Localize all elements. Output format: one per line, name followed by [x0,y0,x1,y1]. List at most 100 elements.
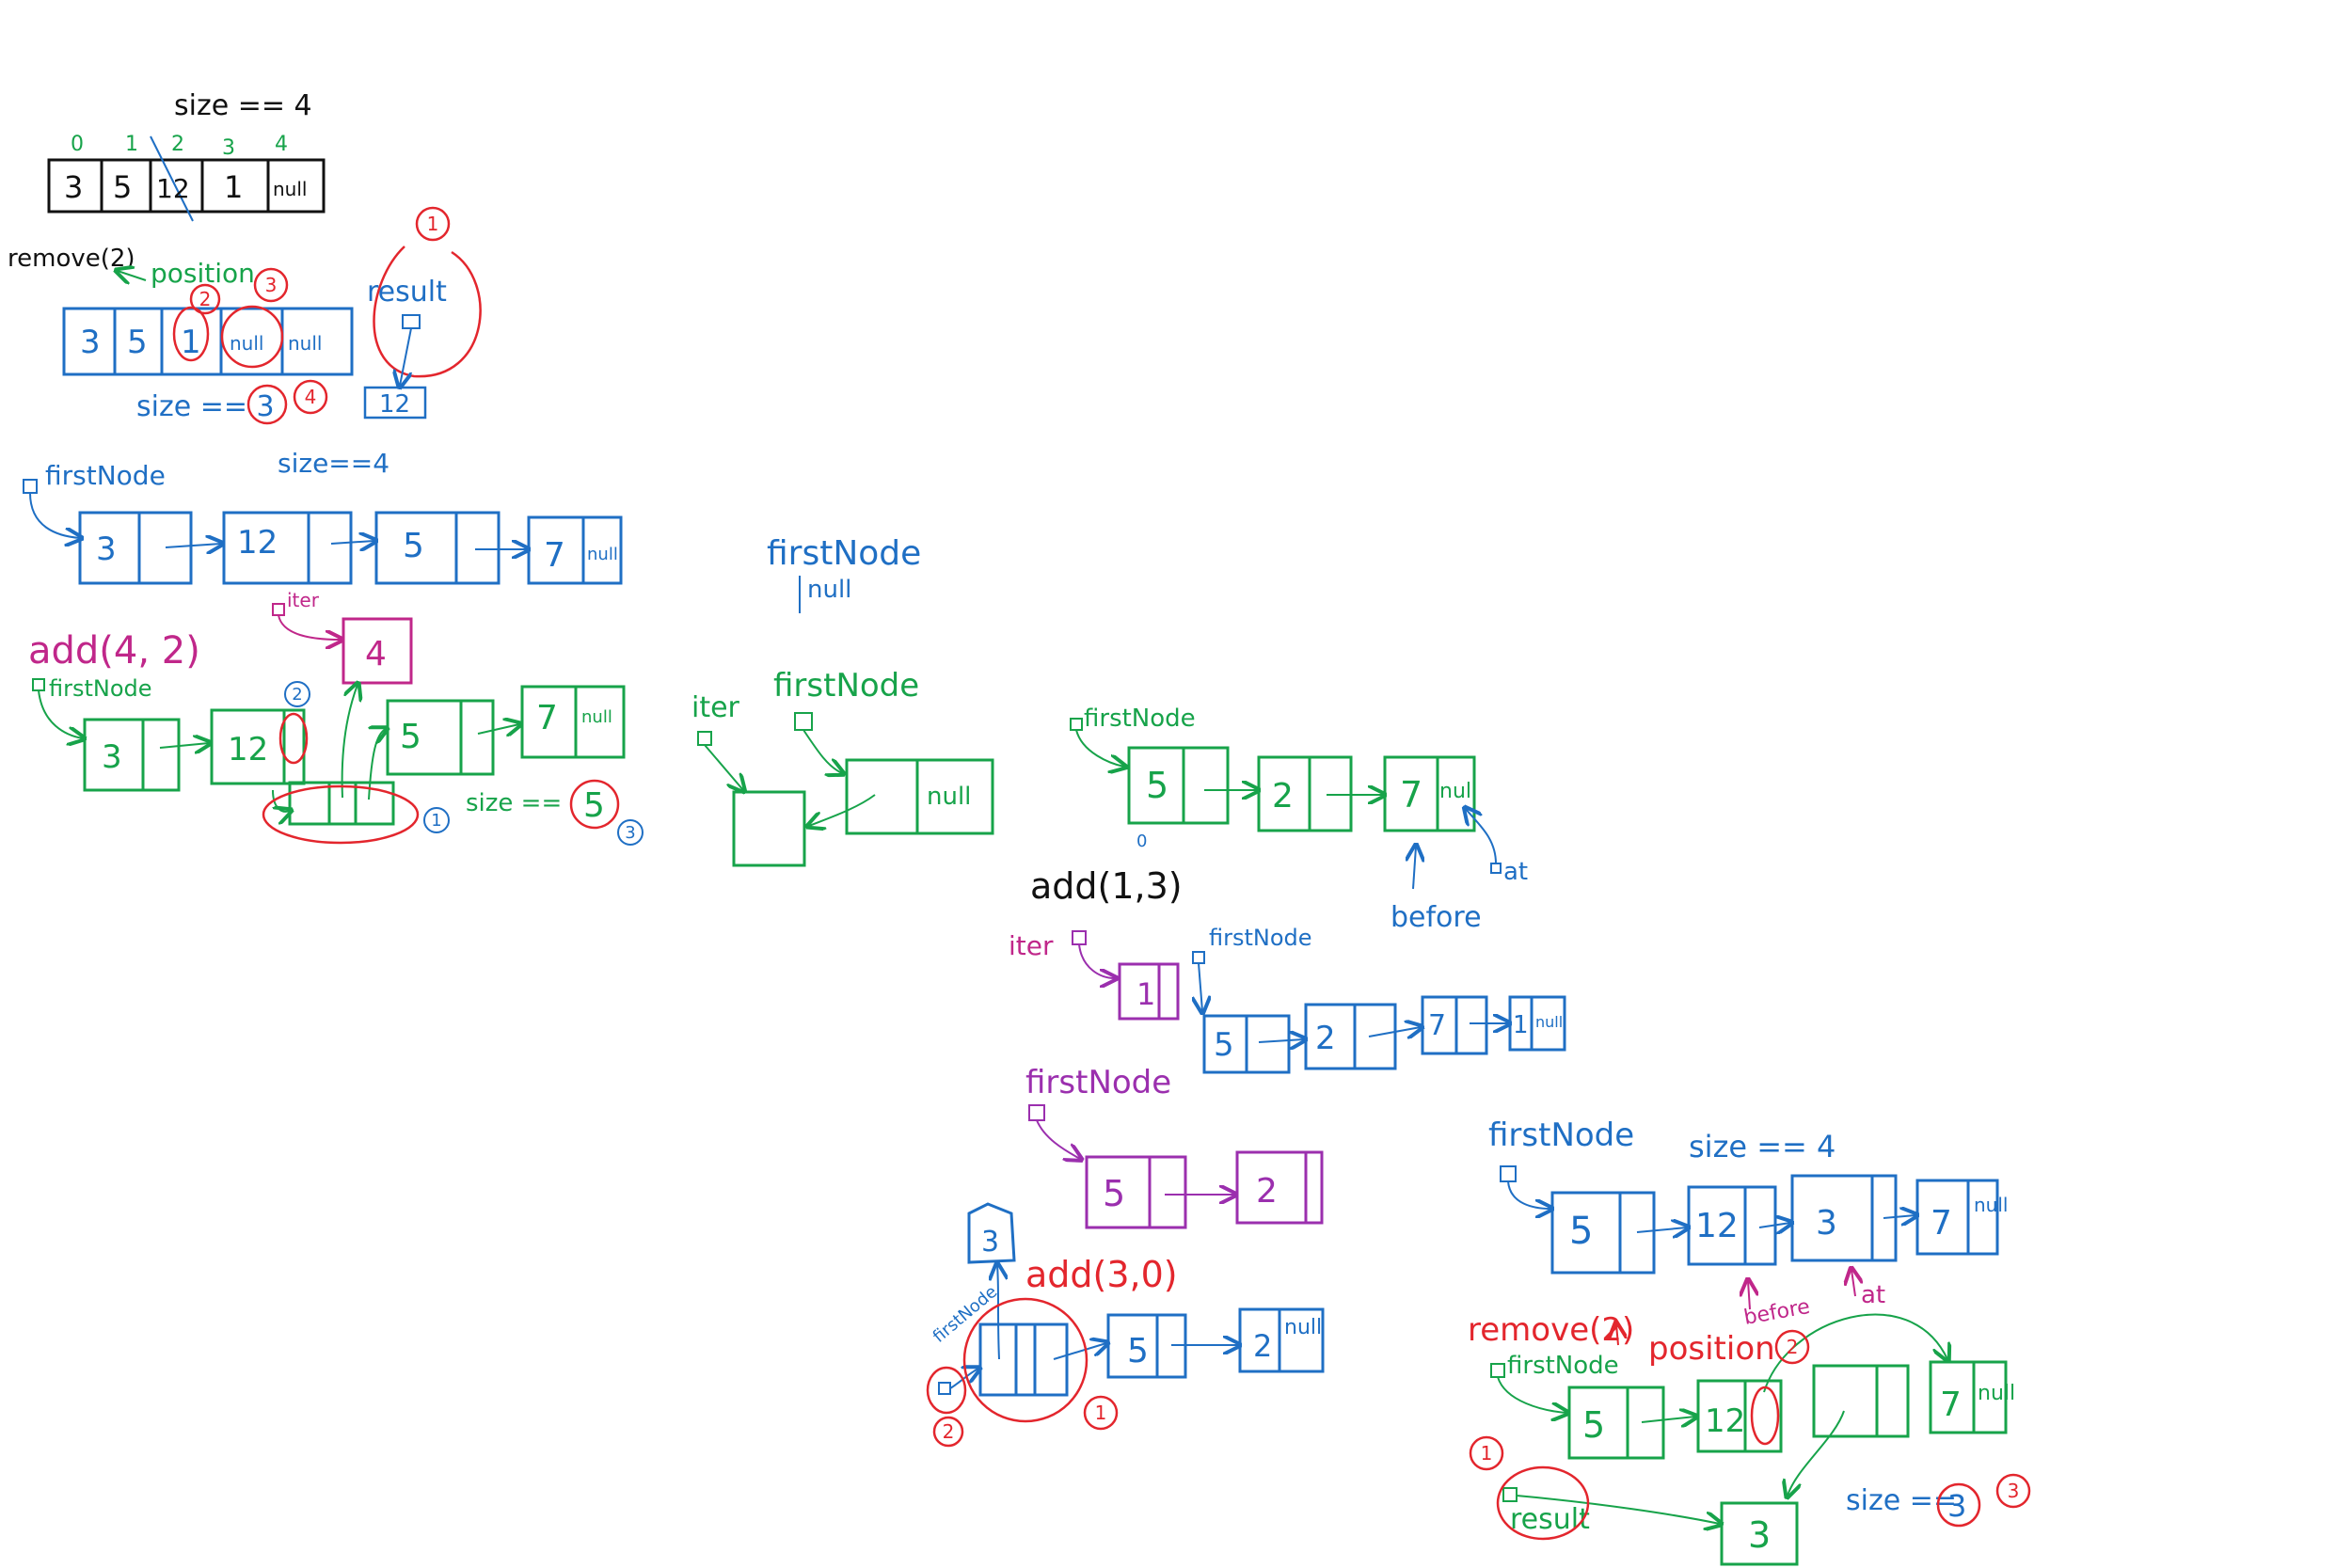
size-label: size == [466,789,562,817]
add-end-section: firstNode 5 2 7 null before at [1070,705,1528,934]
array-cell: 5 [113,169,132,205]
null-label: null [1978,1382,2015,1405]
first-node-label: firstNode [1488,1117,1634,1154]
node-value: 2 [1315,1020,1336,1057]
array-indices: 0 1 2 3 4 [71,133,288,160]
size-value: 5 [583,786,605,825]
first-node-label: firstNode [1507,1352,1619,1380]
step-number: 3 [2008,1480,2020,1502]
step-markers: 1 2 3 4 [189,206,451,415]
step-number: 1 [427,213,439,235]
node-value: 7 [1940,1386,1962,1424]
array-after-box [62,307,354,376]
node-value: 7 [1400,774,1422,816]
result-label: result [1510,1503,1590,1536]
add-3-0-section: 3 add(3,0) firstNode 5 2 null 1 2 [926,1202,1325,1448]
step-number: 1 [1481,1442,1493,1465]
array-index: 1 [125,133,138,156]
node-value: 2 [1272,777,1294,816]
new-node-value: 1 [1136,976,1155,1012]
iter-label: iter [287,589,320,611]
node-value: 5 [1582,1404,1605,1446]
add-call: add(4, 2) [28,629,200,673]
node-value: 5 [1569,1210,1593,1253]
array-index: 0 [71,133,84,156]
node-value: 5 [1103,1173,1125,1214]
array-cell: null [273,178,307,200]
node-value: 7 [536,699,558,737]
step-number: 4 [305,386,317,408]
node-value: 12 [237,524,278,562]
list-size-label: size==4 [278,448,389,479]
array-box [47,135,326,222]
array-index: 3 [222,136,235,160]
node-value: 3 [1816,1204,1837,1243]
result-label: result [367,276,447,309]
node-value: 5 [400,718,421,756]
step-number: 2 [199,288,212,310]
step-number: 1 [431,811,441,831]
node-value: 12 [1705,1402,1745,1440]
node-value: 12 [1695,1207,1739,1245]
step-number: 3 [265,274,278,296]
node-value: 5 [1214,1026,1234,1064]
remove-call: remove(2) [8,245,135,273]
null-label: null [1535,1013,1563,1031]
add-call: add(3,0) [1025,1254,1178,1295]
first-node-label: firstNode [930,1282,1001,1347]
node-value: 7 [1931,1204,1952,1243]
first-node-label: firstNode [773,667,919,705]
null-label: null [587,545,618,564]
null-label: null [1439,780,1477,803]
array-cell: 3 [64,169,83,205]
step-number: 2 [292,685,302,705]
node-value: 3 [102,738,122,776]
before-label: before [1391,901,1482,934]
purple-list: firstNode 5 2 [1025,1064,1324,1229]
array-after-cell: null [230,332,263,355]
node-value: 2 [1253,1328,1272,1364]
first-node-label: firstNode [1209,925,1312,951]
node-value: 2 [1256,1172,1278,1211]
array-cell: 12 [156,173,190,204]
iter-label: iter [1009,930,1054,961]
step-number: 2 [1787,1336,1799,1358]
null-label: null [1974,1194,2008,1216]
remove-call: remove(2) [1468,1311,1634,1349]
add-1-3-section: 0 add(1,3) iter 1 firstNode 5 2 7 1 null [1009,832,1566,1074]
before-label: before [1742,1295,1812,1330]
at-label: at [1503,858,1528,886]
linked-list-original [23,479,623,585]
null-label: null [1284,1316,1322,1339]
position-label: position [1648,1330,1775,1368]
first-node-label: firstNode [1025,1064,1171,1101]
array-size-label: size == 4 [174,89,312,122]
result-value: 12 [379,390,410,419]
array-after-cell: 3 [80,324,101,361]
null-label: null [581,707,612,727]
size-label: size == 4 [1689,1129,1836,1164]
null-label: null [807,576,851,604]
step-number: 2 [943,1420,955,1443]
overwrite-digit: 0 [1136,832,1147,851]
size-value: 3 [1947,1488,1966,1524]
first-node-label: firstNode [49,675,152,702]
node-value: 1 [1513,1011,1529,1039]
first-node-label: firstNode [1084,705,1196,733]
remove-2-section: remove(2) position firstNode 5 12 7 null… [1468,1311,2031,1566]
new-node-value: 4 [365,635,387,673]
node-value: 5 [1146,765,1168,806]
array-after-cell: null [288,332,322,355]
first-node-label: firstNode [767,534,921,573]
node-value: 5 [1127,1332,1149,1370]
array-after-cell: 5 [127,324,148,361]
step-number: 3 [625,823,635,843]
list-remove-original: firstNode size == 4 5 12 3 7 null before… [1488,1117,2008,1330]
node-value: 5 [403,527,424,565]
node-value: 3 [96,531,117,568]
node-value: 12 [228,731,268,768]
step-number: 1 [1095,1402,1107,1424]
array-index: 2 [171,133,184,156]
null-label: null [927,783,971,811]
